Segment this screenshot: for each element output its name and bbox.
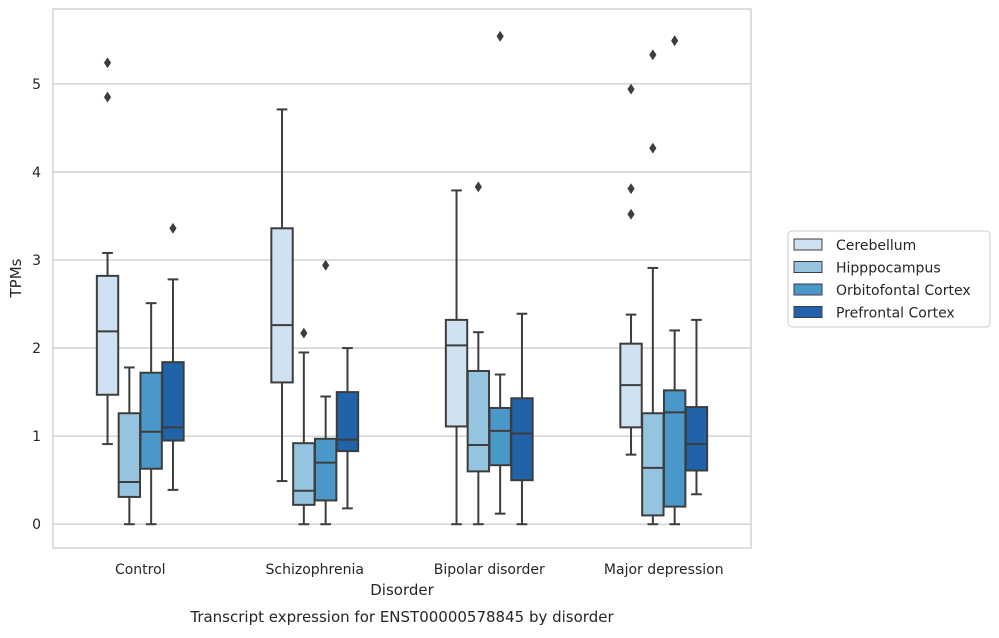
outlier-point xyxy=(627,208,635,220)
outlier-point xyxy=(627,183,635,195)
box-iqr xyxy=(117,412,142,498)
box-iqr xyxy=(161,361,185,442)
box-iqr xyxy=(444,318,469,428)
box-group xyxy=(161,222,185,491)
legend-label: Prefrontal Cortex xyxy=(836,306,955,322)
box-iqr xyxy=(662,389,687,508)
box-iqr xyxy=(292,442,316,506)
box-group xyxy=(95,57,120,446)
outlier-point xyxy=(103,91,112,103)
box-iqr xyxy=(684,406,709,472)
box-iqr xyxy=(270,227,294,384)
outlier-point xyxy=(496,30,504,42)
box-group xyxy=(684,318,709,496)
legend-swatch xyxy=(793,283,823,296)
outlier-point xyxy=(671,35,679,47)
outlier-point xyxy=(649,142,657,154)
box-iqr xyxy=(335,391,360,453)
outlier-point xyxy=(169,222,177,234)
box-group xyxy=(662,35,687,526)
y-axis-ticks: 0 1 2 3 4 5 xyxy=(32,77,41,533)
legend: Cerebellum Hipppocampus Orbitofontal Corte… xyxy=(787,230,991,328)
outlier-point xyxy=(300,327,308,339)
box-iqr xyxy=(95,274,120,396)
outlier-point xyxy=(649,49,657,61)
x-tick-label: Schizophrenia xyxy=(266,562,364,578)
y-axis-label: TPMs xyxy=(7,258,25,298)
x-tick-label: Major depression xyxy=(604,562,724,578)
box-iqr xyxy=(641,412,665,517)
plot-frame xyxy=(52,8,752,549)
y-tick-label: 2 xyxy=(32,341,41,357)
y-tick-label: 5 xyxy=(32,77,41,93)
box-iqr xyxy=(510,397,534,482)
box-iqr xyxy=(313,437,338,502)
box-group xyxy=(313,259,338,526)
x-axis-ticks: Control Schizophrenia Bipolar disorder Majo… xyxy=(115,562,724,578)
y-tick-label: 4 xyxy=(32,165,41,181)
y-tick-label: 3 xyxy=(32,253,41,269)
y-tick-label: 1 xyxy=(32,429,41,445)
legend-items: Cerebellum Hipppocampus Orbitofontal Corte… xyxy=(793,238,971,322)
box-group xyxy=(270,108,294,483)
legend-label: Cerebellum xyxy=(836,238,916,254)
legend-swatch xyxy=(793,261,823,273)
box-series xyxy=(95,30,709,526)
box-group xyxy=(117,366,142,526)
outlier-point xyxy=(627,83,635,95)
box-iqr xyxy=(139,371,163,470)
legend-swatch xyxy=(793,238,823,251)
box-group xyxy=(444,189,469,526)
x-axis-label: Disorder xyxy=(370,581,434,599)
y-tick-label: 0 xyxy=(32,517,41,533)
outlier-point xyxy=(103,57,112,69)
legend-frame xyxy=(787,230,991,328)
box-group xyxy=(510,312,534,526)
box-group xyxy=(335,347,360,510)
x-tick-label: Control xyxy=(115,562,166,578)
chart-title: Transcript expression for ENST0000057884… xyxy=(189,608,614,626)
box-iqr xyxy=(488,406,512,467)
x-tick-label: Bipolar disorder xyxy=(434,562,545,578)
outlier-point xyxy=(474,181,482,193)
legend-label: Hipppocampus xyxy=(836,261,941,277)
box-group xyxy=(641,49,665,526)
legend-swatch xyxy=(793,306,823,318)
outlier-point xyxy=(322,259,330,271)
legend-label: Orbitofontal Cortex xyxy=(836,283,971,299)
box-group xyxy=(466,181,491,526)
box-group xyxy=(619,83,643,456)
box-iqr xyxy=(466,369,491,473)
